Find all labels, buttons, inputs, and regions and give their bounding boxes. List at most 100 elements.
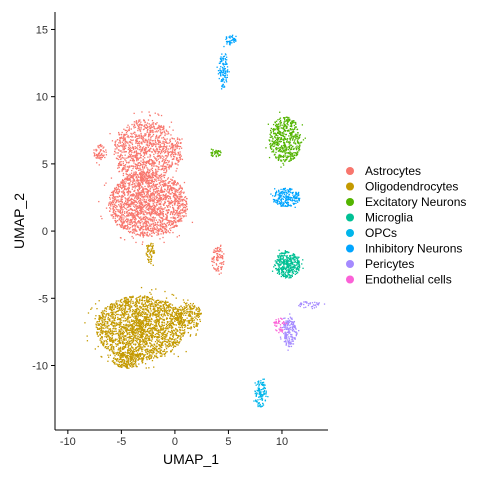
point (172, 214, 173, 215)
point (120, 347, 121, 348)
point (216, 264, 217, 265)
point (175, 212, 176, 213)
point (153, 348, 154, 349)
point (153, 186, 154, 187)
point (155, 334, 156, 335)
point (151, 194, 152, 195)
point (98, 201, 99, 202)
point (153, 217, 154, 218)
point (136, 176, 137, 177)
point (145, 306, 146, 307)
point (142, 138, 143, 139)
point (144, 121, 145, 122)
point (123, 149, 124, 150)
point (156, 197, 157, 198)
point (146, 299, 147, 300)
point (174, 180, 175, 181)
point (101, 157, 102, 158)
point (135, 335, 136, 336)
point (112, 312, 113, 313)
point (166, 324, 167, 325)
point (137, 178, 138, 179)
point (115, 142, 116, 143)
point (112, 208, 113, 209)
point (164, 328, 165, 329)
point (128, 137, 129, 138)
point (218, 251, 219, 252)
point (171, 138, 172, 139)
point (164, 177, 165, 178)
point (174, 204, 175, 205)
point (141, 169, 142, 170)
point (169, 321, 170, 322)
point (153, 124, 154, 125)
point (94, 154, 95, 155)
point (165, 180, 166, 181)
point (157, 303, 158, 304)
point (110, 309, 111, 310)
point (151, 169, 152, 170)
point (164, 322, 165, 323)
point (172, 130, 173, 131)
point (128, 147, 129, 148)
point (176, 168, 177, 169)
point (160, 131, 161, 132)
point (147, 127, 148, 128)
point (126, 327, 127, 328)
point (153, 303, 154, 304)
point (123, 324, 124, 325)
point (117, 139, 118, 140)
point (141, 177, 142, 178)
point (139, 205, 140, 206)
point (96, 157, 97, 158)
point (181, 155, 182, 156)
point (157, 337, 158, 338)
point (129, 220, 130, 221)
point (115, 146, 116, 147)
point (98, 336, 99, 337)
point (177, 192, 178, 193)
point (149, 350, 150, 351)
point (125, 325, 126, 326)
point (137, 352, 138, 353)
point (170, 165, 171, 166)
point (122, 157, 123, 158)
point (117, 305, 118, 306)
point (149, 154, 150, 155)
point (151, 219, 152, 220)
point (148, 301, 149, 302)
point (115, 312, 116, 313)
point (148, 321, 149, 322)
point (146, 163, 147, 164)
point (158, 351, 159, 352)
point (132, 199, 133, 200)
point (162, 227, 163, 228)
point (155, 145, 156, 146)
point (138, 332, 139, 333)
point (118, 209, 119, 210)
point (173, 226, 174, 227)
point (114, 151, 115, 152)
point (110, 195, 111, 196)
point (167, 187, 168, 188)
point (140, 149, 141, 150)
point (172, 145, 173, 146)
point (219, 249, 220, 250)
point (120, 161, 121, 162)
point (135, 204, 136, 205)
point (163, 353, 164, 354)
point (138, 201, 139, 202)
point (112, 204, 113, 205)
point (172, 217, 173, 218)
point (140, 204, 141, 205)
point (214, 250, 215, 251)
point (192, 222, 193, 223)
point (151, 212, 152, 213)
point (102, 314, 103, 315)
point (139, 141, 140, 142)
point (140, 183, 141, 184)
point (115, 214, 116, 215)
point (101, 153, 102, 154)
point (127, 131, 128, 132)
point (143, 304, 144, 305)
